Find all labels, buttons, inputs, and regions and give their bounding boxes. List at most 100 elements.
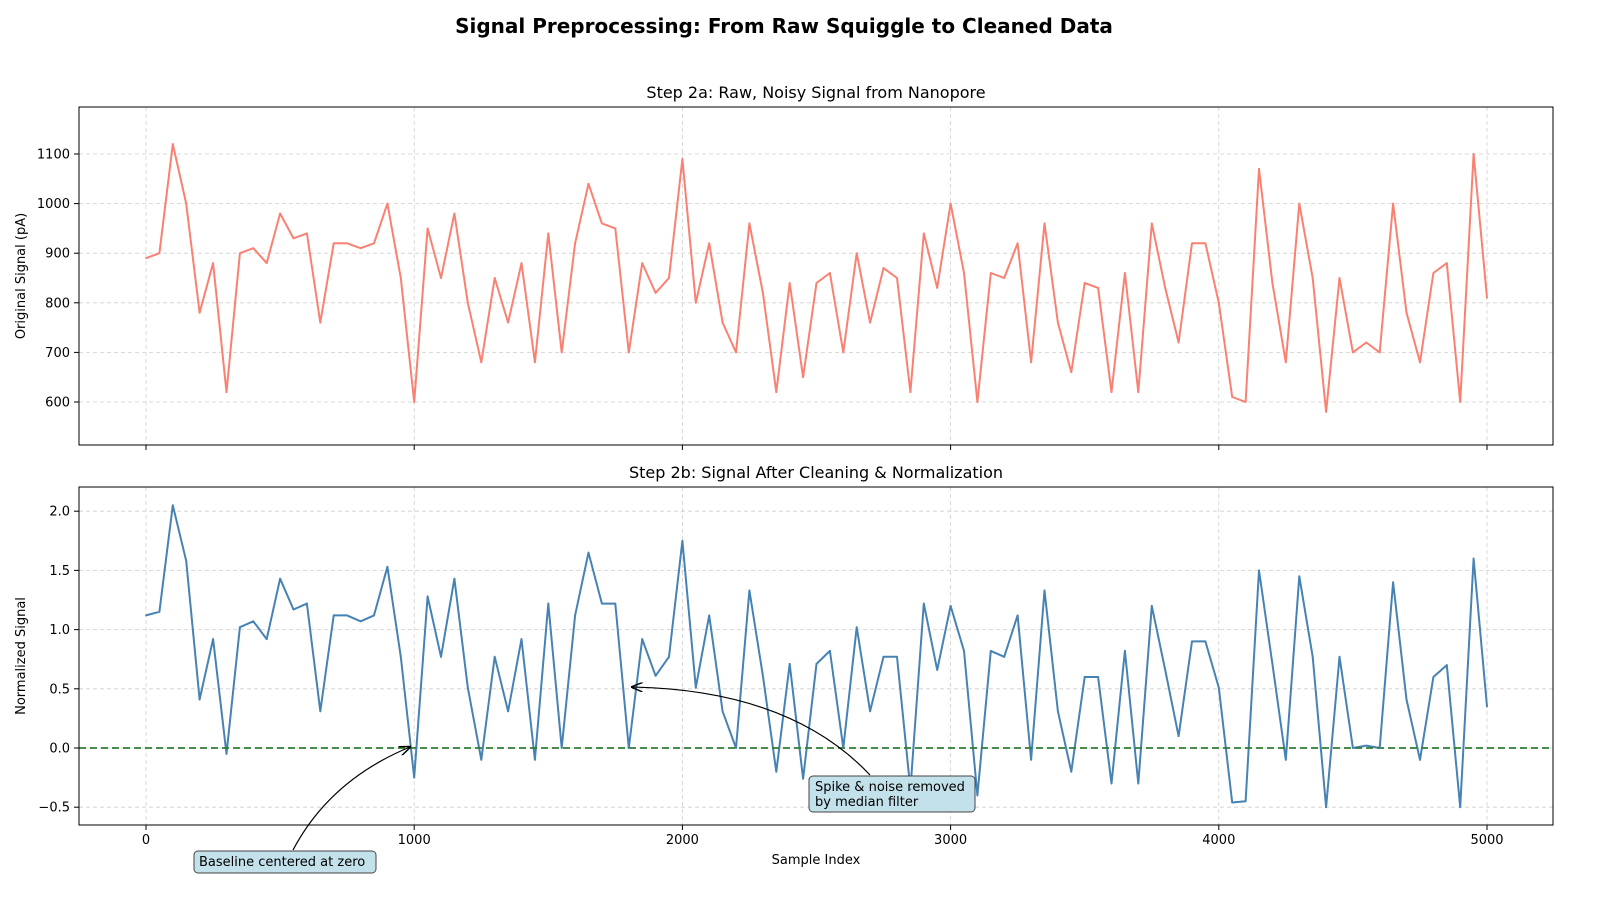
normalized-signal-point bbox=[466, 686, 469, 689]
raw-signal-point bbox=[1070, 371, 1073, 374]
raw-signal-point bbox=[1445, 262, 1448, 265]
raw-signal-point bbox=[493, 277, 496, 279]
normalized-signal-point bbox=[533, 758, 536, 761]
normalized-signal-point bbox=[1056, 710, 1059, 713]
normalized-signal-point bbox=[1298, 575, 1301, 578]
raw-signal-point bbox=[373, 242, 375, 245]
normalized-signal-point bbox=[493, 655, 496, 658]
normalized-signal-point bbox=[1258, 569, 1260, 572]
normalized-signal-point bbox=[1231, 801, 1234, 804]
normalized-signal-point bbox=[627, 747, 630, 749]
raw-signal-point bbox=[252, 247, 255, 250]
normalized-signal-point bbox=[788, 663, 791, 665]
raw-signal-point bbox=[976, 401, 979, 403]
raw-signal-point bbox=[587, 182, 590, 185]
raw-signal-point bbox=[1244, 401, 1247, 403]
raw-signal-point bbox=[1043, 222, 1046, 225]
normalized-signal-point bbox=[641, 638, 644, 640]
normalized-signal-point bbox=[252, 620, 255, 623]
raw-signal-point bbox=[788, 282, 791, 284]
normalized-signal-point bbox=[1097, 676, 1100, 678]
normalized-signal-point bbox=[1083, 676, 1086, 678]
normalized-signal-point bbox=[1217, 686, 1220, 689]
raw-signal-point bbox=[855, 252, 858, 255]
bottom-y-tick-label: 1.0 bbox=[49, 623, 70, 638]
normalized-signal-point bbox=[158, 610, 161, 613]
raw-signal-point bbox=[480, 361, 483, 364]
raw-signal-point bbox=[1217, 301, 1220, 304]
normalized-signal-point bbox=[1124, 650, 1126, 652]
top-y-tick-label: 700 bbox=[45, 346, 70, 361]
raw-signal-point bbox=[1110, 391, 1113, 393]
normalized-signal-point bbox=[909, 788, 912, 791]
normalized-signal-point bbox=[694, 686, 697, 689]
top-y-tick-label: 600 bbox=[45, 396, 70, 411]
raw-signal-point bbox=[145, 257, 147, 260]
raw-signal-point bbox=[560, 351, 563, 354]
normalized-signal-point bbox=[721, 710, 724, 713]
raw-signal-point bbox=[332, 242, 335, 245]
normalized-signal-point bbox=[936, 668, 939, 671]
raw-signal-point bbox=[1204, 242, 1207, 245]
normalized-signal-point bbox=[171, 504, 174, 507]
normalized-signal-point bbox=[882, 655, 885, 658]
normalized-signal-point bbox=[373, 614, 375, 617]
median-filter-annotation-line1: Spike & noise removed bbox=[815, 780, 965, 795]
bottom-x-tick-label: 2000 bbox=[666, 833, 699, 848]
raw-signal-point bbox=[1083, 282, 1086, 284]
raw-signal-point bbox=[1284, 361, 1287, 364]
top-plot: Step 2a: Raw, Noisy Signal from Nanopore… bbox=[14, 83, 1554, 450]
normalized-signal-point bbox=[547, 602, 550, 605]
normalized-signal-point bbox=[815, 663, 818, 665]
median-filter-arrow bbox=[632, 687, 871, 776]
normalized-signal-point bbox=[413, 776, 416, 779]
raw-signal-point bbox=[185, 202, 188, 205]
raw-signal-point bbox=[1097, 287, 1100, 289]
raw-signal-point bbox=[668, 277, 670, 279]
raw-signal-point bbox=[1191, 242, 1193, 245]
raw-signal-point bbox=[802, 376, 804, 379]
raw-signal-point bbox=[574, 242, 577, 245]
raw-signal-point bbox=[346, 242, 349, 245]
raw-signal-point bbox=[1486, 296, 1488, 299]
raw-signal-point bbox=[386, 202, 389, 205]
raw-signal-point bbox=[1271, 282, 1274, 284]
normalized-signal-point bbox=[1392, 581, 1395, 584]
normalized-signal-point bbox=[1244, 800, 1247, 803]
top-y-tick-label: 900 bbox=[45, 247, 70, 262]
raw-signal-point bbox=[1231, 396, 1234, 398]
raw-signal-point bbox=[1459, 401, 1462, 403]
normalized-signal-point bbox=[426, 595, 429, 598]
raw-signal-point bbox=[238, 252, 241, 255]
normalized-signal-point bbox=[1110, 782, 1113, 785]
raw-signal-point bbox=[1124, 272, 1126, 274]
raw-signal-point bbox=[158, 252, 161, 255]
raw-signal-point bbox=[1352, 351, 1354, 354]
normalized-signal-point bbox=[1137, 782, 1140, 785]
normalized-signal-point bbox=[265, 638, 268, 640]
raw-signal-point bbox=[949, 202, 952, 205]
normalized-signal-point bbox=[708, 614, 711, 617]
bottom-x-tick-label: 1000 bbox=[398, 833, 431, 848]
normalized-signal-point bbox=[1284, 758, 1287, 761]
raw-signal-point bbox=[721, 321, 724, 324]
normalized-signal-point bbox=[1164, 668, 1167, 671]
raw-signal-point bbox=[1311, 277, 1314, 279]
raw-signal-point bbox=[909, 391, 912, 393]
raw-signal-point bbox=[654, 291, 657, 294]
bottom-y-tick-label: 0.0 bbox=[49, 742, 70, 757]
normalized-signal-point bbox=[399, 655, 402, 658]
raw-signal-point bbox=[1150, 222, 1153, 225]
normalized-signal-point bbox=[761, 674, 764, 677]
normalized-signal-point bbox=[1419, 758, 1421, 761]
raw-signal-point bbox=[359, 247, 362, 250]
normalized-signal-point bbox=[1472, 557, 1475, 560]
raw-signal-point bbox=[171, 143, 174, 145]
raw-signal-point bbox=[440, 277, 442, 279]
normalized-signal-point bbox=[748, 589, 751, 592]
median-filter-annotation-box bbox=[808, 775, 976, 813]
raw-signal-point bbox=[1056, 321, 1059, 324]
raw-signal-point bbox=[426, 227, 429, 230]
raw-signal-point bbox=[775, 391, 778, 393]
normalized-signal-point bbox=[1030, 758, 1032, 761]
